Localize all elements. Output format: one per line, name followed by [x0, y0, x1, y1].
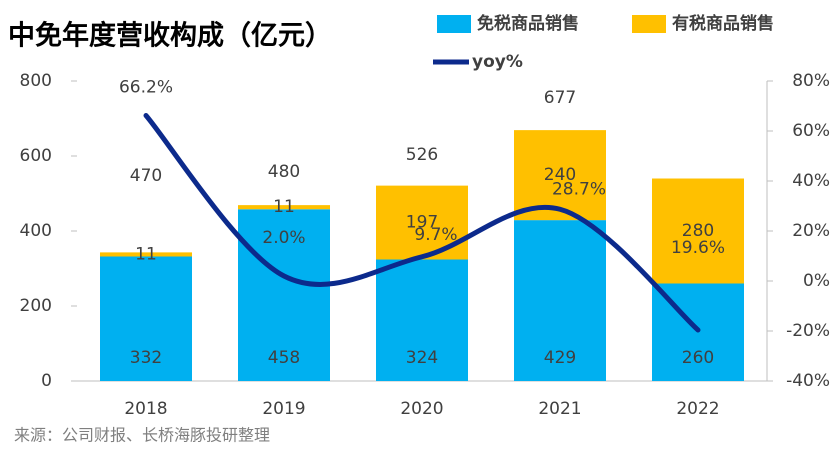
bar-label: 324 — [406, 348, 438, 368]
y2-tick-label: 0% — [803, 271, 830, 291]
bar-label: 11 — [135, 244, 157, 264]
legend-swatch — [632, 15, 666, 33]
legend-label: 有税商品销售 — [672, 13, 774, 34]
y2-tick-label: -40% — [786, 371, 830, 391]
bar-segment — [514, 220, 606, 381]
y-tick-label: 200 — [20, 296, 52, 316]
yoy-label: 28.7% — [552, 179, 606, 199]
yoy-label: 19.6% — [671, 238, 725, 258]
bar-segment — [652, 178, 744, 284]
total-label: 677 — [544, 88, 576, 108]
y2-tick-label: 60% — [792, 121, 830, 141]
bar-segment — [100, 256, 192, 381]
y-tick-label: 0 — [41, 371, 52, 391]
legend-swatch — [437, 15, 471, 33]
y-tick-label: 600 — [20, 146, 52, 166]
x-tick-label: 2019 — [262, 399, 305, 419]
total-label: 526 — [406, 145, 438, 165]
yoy-label: 9.7% — [414, 225, 457, 245]
source: 来源：公司财报、长桥海豚投研整理 — [14, 426, 270, 445]
yoy-label: 2.0% — [262, 228, 305, 248]
bar-segment — [238, 209, 330, 381]
bar-label: 332 — [130, 348, 162, 368]
bar-segment — [376, 259, 468, 381]
bar-segment — [238, 205, 330, 210]
x-tick-label: 2018 — [124, 399, 167, 419]
y2-tick-label: 20% — [792, 221, 830, 241]
bar-label: 11 — [273, 197, 295, 217]
yoy-label: 66.2% — [119, 78, 173, 98]
y-tick-label: 400 — [20, 221, 52, 241]
chart-title: 中免年度营收构成（亿元） — [8, 20, 332, 52]
x-tick-label: 2021 — [538, 399, 581, 419]
y-tick-label: 800 — [20, 71, 52, 91]
x-tick-label: 2020 — [400, 399, 443, 419]
total-label: 480 — [268, 162, 300, 182]
bar-label: 429 — [544, 348, 576, 368]
bar-label: 260 — [682, 348, 714, 368]
bar-label: 458 — [268, 348, 300, 368]
y2-tick-label: 80% — [792, 71, 830, 91]
yoy-line — [143, 113, 701, 333]
x-tick-label: 2022 — [676, 399, 719, 419]
bar-label: 197 — [406, 213, 438, 233]
legend-label: 免税商品销售 — [477, 13, 579, 34]
y2-tick-label: -20% — [786, 321, 830, 341]
bar-label: 240 — [544, 165, 576, 185]
bar-segment — [514, 130, 606, 221]
bar-segment — [100, 252, 192, 257]
bar-label: 280 — [682, 221, 714, 241]
total-label: 470 — [130, 166, 162, 186]
legend-label: yoy% — [472, 52, 523, 72]
y2-tick-label: 40% — [792, 171, 830, 191]
